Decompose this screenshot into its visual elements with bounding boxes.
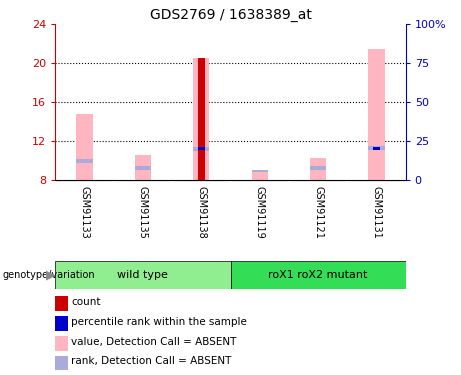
Bar	[55, 261, 230, 289]
Text: roX1 roX2 mutant: roX1 roX2 mutant	[268, 270, 368, 280]
Text: rank, Detection Call = ABSENT: rank, Detection Call = ABSENT	[71, 356, 232, 366]
Text: GSM91135: GSM91135	[138, 186, 148, 238]
Bar	[310, 158, 326, 180]
Bar	[135, 155, 151, 180]
Bar	[373, 147, 380, 150]
Text: count: count	[71, 297, 101, 307]
Bar	[252, 172, 268, 180]
Bar	[55, 356, 68, 370]
Text: GSM91131: GSM91131	[372, 186, 382, 238]
Bar	[368, 146, 384, 150]
Bar	[230, 261, 406, 289]
Bar	[77, 159, 93, 164]
Text: wild type: wild type	[118, 270, 168, 280]
Bar	[310, 166, 326, 170]
Bar	[135, 166, 151, 170]
Bar	[198, 147, 205, 150]
Bar	[368, 49, 384, 180]
Text: percentile rank within the sample: percentile rank within the sample	[71, 317, 248, 327]
Bar	[55, 336, 68, 351]
Text: value, Detection Call = ABSENT: value, Detection Call = ABSENT	[71, 336, 237, 346]
Bar	[198, 58, 205, 180]
Title: GDS2769 / 1638389_at: GDS2769 / 1638389_at	[149, 8, 312, 22]
Bar	[193, 147, 209, 151]
Text: GSM91133: GSM91133	[79, 186, 89, 238]
Text: genotype/variation: genotype/variation	[2, 270, 95, 280]
Text: GSM91119: GSM91119	[254, 186, 265, 238]
Text: GSM91138: GSM91138	[196, 186, 207, 238]
Text: ▶: ▶	[46, 268, 56, 281]
Bar	[77, 114, 93, 180]
Text: GSM91121: GSM91121	[313, 186, 323, 238]
Bar	[55, 296, 68, 311]
Bar	[55, 316, 68, 331]
Bar	[193, 58, 209, 180]
Bar	[252, 170, 268, 172]
